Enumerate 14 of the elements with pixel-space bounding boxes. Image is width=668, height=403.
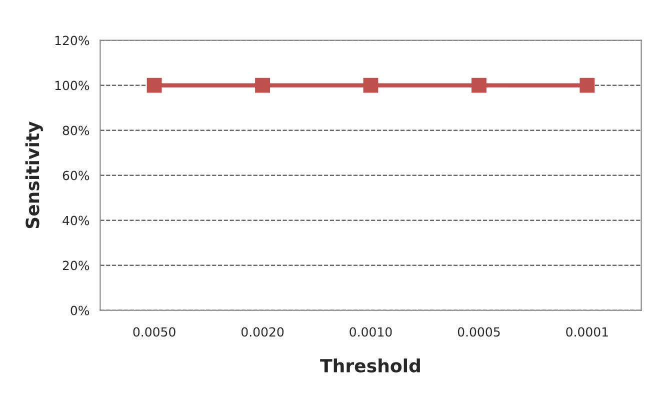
- y-tick-label: 0%: [70, 306, 90, 316]
- x-tick-label: 0.0010: [350, 327, 392, 337]
- y-tick-label: 80%: [62, 126, 90, 136]
- x-tick-label: 0.0001: [566, 327, 608, 337]
- x-tick-label: 0.0050: [133, 327, 176, 337]
- y-tick-label: 20%: [62, 260, 90, 270]
- x-axis-title: Threshold: [320, 358, 420, 372]
- y-tick-label: 60%: [62, 170, 90, 180]
- y-tick-label: 120%: [55, 36, 90, 46]
- y-tick-label: 100%: [55, 80, 90, 90]
- x-tick-label: 0.0005: [458, 327, 500, 337]
- y-axis-title: Sensitivity: [25, 122, 43, 228]
- x-tick-label: 0.0020: [241, 327, 284, 337]
- y-tick-label: 40%: [62, 216, 90, 226]
